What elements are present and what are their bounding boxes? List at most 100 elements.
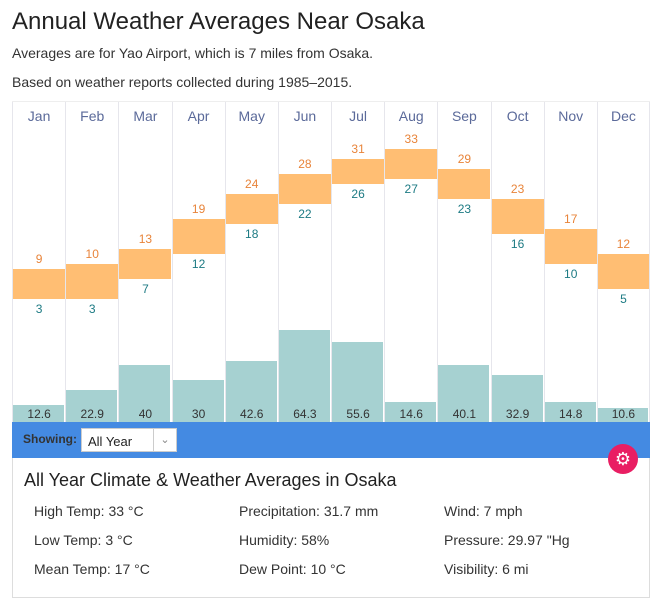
precip-bar <box>66 389 118 423</box>
precip-bar <box>172 379 224 423</box>
chevron-down-icon: ⌄ <box>153 429 176 451</box>
showing-label: Showing: <box>23 432 77 446</box>
stat-item: Pressure: 29.97 "Hg <box>444 532 570 548</box>
month-column[interactable]: Sep 40.1 29 23 <box>437 102 491 423</box>
month-column[interactable]: Oct 32.9 23 16 <box>490 102 544 423</box>
low-temp-label: 3 <box>88 302 96 316</box>
month-label: Sep <box>451 108 477 124</box>
stat-item: Low Temp: 3 °C <box>34 532 133 548</box>
month-column[interactable]: Aug 14.6 33 27 <box>384 102 438 423</box>
month-label: May <box>238 108 265 124</box>
precip-bar <box>597 407 648 423</box>
precip-bar <box>13 404 65 423</box>
precip-label: 30 <box>191 407 206 421</box>
precip-bar <box>332 342 384 423</box>
precip-label: 10.6 <box>611 407 636 421</box>
summary-title: All Year Climate & Weather Averages in O… <box>24 470 397 490</box>
temp-range-bar <box>491 199 544 234</box>
high-temp-label: 9 <box>35 252 43 266</box>
stat-item: High Temp: 33 °C <box>34 503 144 519</box>
precip-bar <box>491 375 543 423</box>
stat-item: Dew Point: 10 °C <box>239 561 346 577</box>
gear-icon: ⚙ <box>614 449 632 469</box>
temp-range-bar <box>172 219 225 254</box>
high-temp-label: 23 <box>510 182 525 196</box>
month-label: Aug <box>398 108 424 124</box>
precip-label: 12.6 <box>27 407 51 421</box>
precip-label: 14.8 <box>559 407 583 421</box>
month-column[interactable]: Dec 10.6 12 5 <box>596 102 650 423</box>
temp-range-bar <box>332 159 385 184</box>
month-column[interactable]: Nov 14.8 17 10 <box>543 102 597 423</box>
precip-bar <box>278 329 330 423</box>
low-temp-label: 10 <box>564 267 578 281</box>
low-temp-label: 26 <box>351 187 365 201</box>
low-temp-label: 27 <box>404 182 418 196</box>
temp-range-bar <box>438 169 491 199</box>
temp-range-bar <box>597 254 649 289</box>
month-column[interactable]: May 42.6 24 18 <box>224 102 278 423</box>
precip-label: 42.6 <box>240 407 264 421</box>
summary-panel: All Year Climate & Weather Averages in O… <box>12 458 650 598</box>
temp-range-bar <box>119 249 172 279</box>
high-temp-label: 17 <box>564 212 578 226</box>
stat-item: Precipitation: 31.7 mm <box>239 503 379 519</box>
month-label: Oct <box>506 108 529 124</box>
precip-label: 40 <box>138 407 153 421</box>
high-temp-label: 24 <box>245 177 259 191</box>
month-label: Dec <box>610 108 636 124</box>
month-label: Jul <box>349 108 368 124</box>
stat-item: Humidity: 58% <box>239 532 330 548</box>
low-temp-label: 18 <box>245 227 259 241</box>
high-temp-label: 29 <box>457 152 472 166</box>
temp-range-bar <box>278 174 331 204</box>
month-column[interactable]: Mar 40 13 7 <box>118 102 172 423</box>
month-label: Nov <box>558 108 584 124</box>
high-temp-label: 13 <box>138 232 153 246</box>
low-temp-label: 7 <box>142 282 149 296</box>
high-temp-label: 31 <box>351 142 365 156</box>
month-column[interactable]: Jun 64.3 28 22 <box>277 102 331 423</box>
period-select[interactable]: All Year ⌄ <box>81 428 177 452</box>
precip-label: 32.9 <box>505 407 530 421</box>
high-temp-label: 19 <box>191 202 206 216</box>
precip-label: 22.9 <box>80 407 104 421</box>
precip-label: 64.3 <box>293 407 317 421</box>
month-column[interactable]: Jan 12.6 9 3 <box>12 102 66 423</box>
month-label: Apr <box>187 108 210 124</box>
precip-label: 40.1 <box>452 407 477 421</box>
page-title: Annual Weather Averages Near Osaka <box>12 8 425 35</box>
temp-range-bar <box>544 229 597 264</box>
high-temp-label: 12 <box>616 237 631 251</box>
temp-range-bar <box>385 149 438 179</box>
low-temp-label: 3 <box>35 302 43 316</box>
subtitle-airport: Averages are for Yao Airport, which is 7… <box>12 45 374 61</box>
precip-bar <box>544 401 596 423</box>
month-column[interactable]: Feb 22.9 10 3 <box>65 102 119 423</box>
temp-range-bar <box>66 264 119 299</box>
month-column[interactable]: Apr 30 19 12 <box>171 102 225 423</box>
high-temp-label: 33 <box>404 132 418 146</box>
stat-item: Mean Temp: 17 °C <box>34 561 150 577</box>
temp-range-bar <box>225 194 278 224</box>
low-temp-label: 22 <box>298 207 312 221</box>
precip-bar <box>385 401 437 423</box>
period-select-value: All Year <box>88 434 133 449</box>
stat-item: Visibility: 6 mi <box>444 561 529 577</box>
settings-gear-button[interactable]: ⚙ <box>608 444 638 474</box>
month-column[interactable]: Jul 55.6 31 26 <box>331 102 385 423</box>
high-temp-label: 28 <box>298 157 312 171</box>
high-temp-label: 10 <box>85 247 99 261</box>
month-label: Feb <box>80 108 105 124</box>
low-temp-label: 16 <box>510 237 525 251</box>
low-temp-label: 23 <box>457 202 472 216</box>
precip-label: 14.6 <box>399 407 423 421</box>
precip-bar <box>438 364 490 423</box>
low-temp-label: 5 <box>620 292 627 306</box>
month-label: Jan <box>27 108 51 124</box>
precip-bar <box>119 365 171 423</box>
weather-chart: Jan 12.6 9 3 Feb 22.9 10 3 Mar 40 13 7 Apr … <box>12 101 650 423</box>
filter-bar: Showing: All Year ⌄ <box>12 422 650 458</box>
stat-item: Wind: 7 mph <box>444 503 523 519</box>
month-label: Mar <box>133 108 158 124</box>
